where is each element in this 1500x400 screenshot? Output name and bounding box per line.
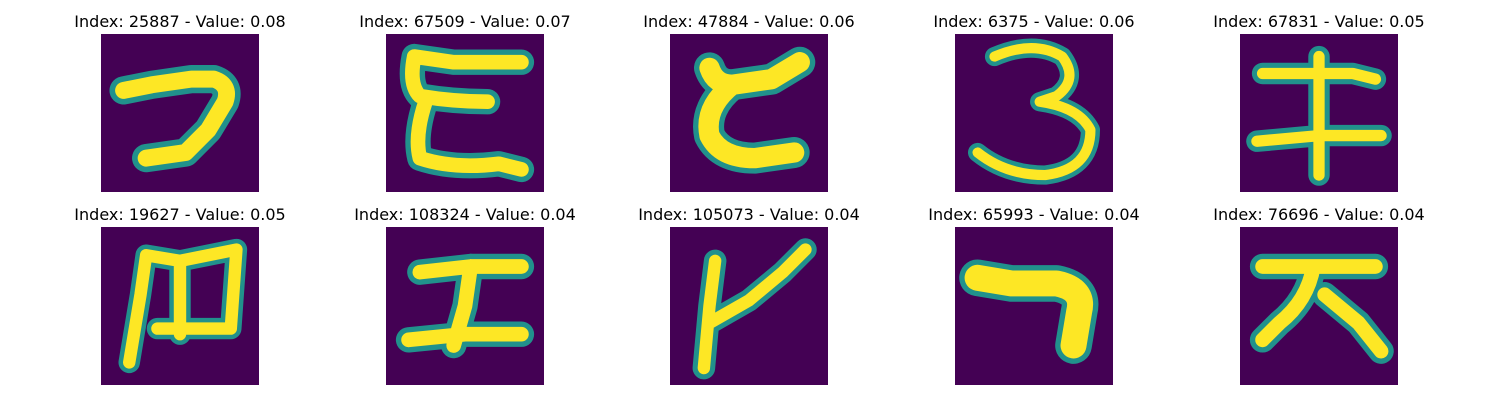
- glyph-image: [386, 34, 544, 192]
- panel-title: Index: 67509 - Value: 0.07: [359, 12, 571, 31]
- panel-title: Index: 25887 - Value: 0.08: [74, 12, 286, 31]
- image-panel-2: Index: 67509 - Value: 0.07: [359, 12, 571, 202]
- glyph-image: [670, 227, 828, 385]
- image-panel-1: Index: 25887 - Value: 0.08: [74, 12, 286, 202]
- image-panel-9: Index: 65993 - Value: 0.04: [928, 205, 1140, 395]
- panel-title: Index: 6375 - Value: 0.06: [933, 12, 1135, 31]
- panel-title: Index: 47884 - Value: 0.06: [643, 12, 855, 31]
- glyph-image: [955, 34, 1113, 192]
- panel-title: Index: 108324 - Value: 0.04: [354, 205, 576, 224]
- glyph-image: [386, 227, 544, 385]
- glyph-image: [670, 34, 828, 192]
- glyph-image: [101, 227, 259, 385]
- image-panel-7: Index: 108324 - Value: 0.04: [354, 205, 576, 395]
- panel-title: Index: 76696 - Value: 0.04: [1213, 205, 1425, 224]
- image-panel-4: Index: 6375 - Value: 0.06: [933, 12, 1135, 202]
- glyph-image: [1240, 227, 1398, 385]
- panel-title: Index: 67831 - Value: 0.05: [1213, 12, 1425, 31]
- image-panel-6: Index: 19627 - Value: 0.05: [74, 205, 286, 395]
- image-panel-3: Index: 47884 - Value: 0.06: [643, 12, 855, 202]
- image-panel-10: Index: 76696 - Value: 0.04: [1213, 205, 1425, 395]
- image-panel-5: Index: 67831 - Value: 0.05: [1213, 12, 1425, 202]
- panel-title: Index: 105073 - Value: 0.04: [638, 205, 860, 224]
- glyph-image: [101, 34, 259, 192]
- image-panel-8: Index: 105073 - Value: 0.04: [638, 205, 860, 395]
- panel-title: Index: 65993 - Value: 0.04: [928, 205, 1140, 224]
- panel-title: Index: 19627 - Value: 0.05: [74, 205, 286, 224]
- glyph-image: [955, 227, 1113, 385]
- glyph-image: [1240, 34, 1398, 192]
